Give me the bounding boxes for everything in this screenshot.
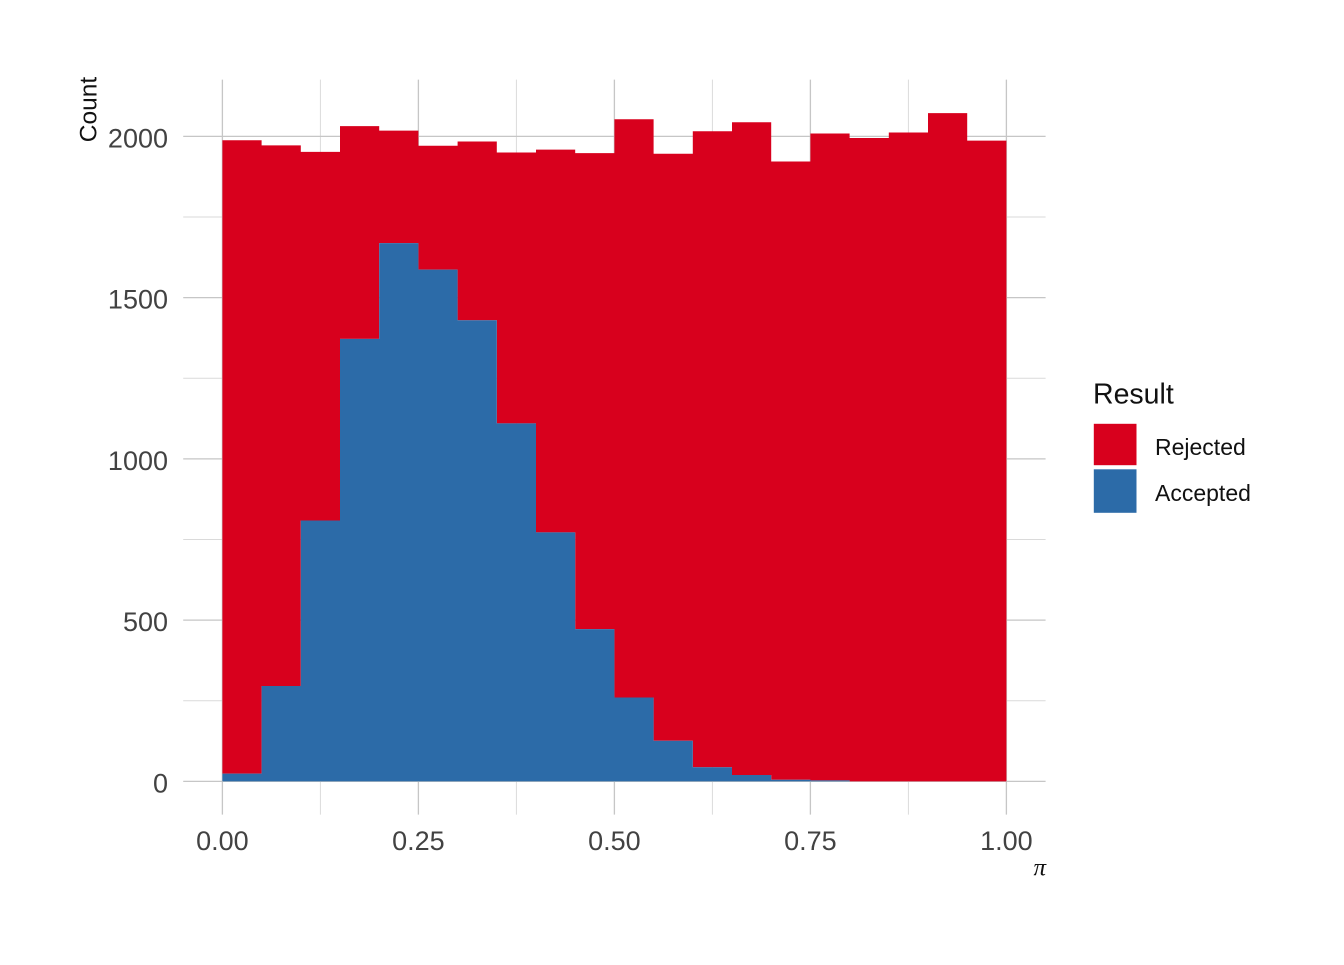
- svg-text:π: π: [1033, 855, 1047, 882]
- svg-text:1500: 1500: [108, 285, 168, 315]
- svg-text:2000: 2000: [108, 123, 168, 153]
- svg-text:1000: 1000: [108, 446, 168, 476]
- svg-text:0.00: 0.00: [196, 826, 249, 856]
- svg-text:0.50: 0.50: [588, 826, 641, 856]
- svg-text:Result: Result: [1093, 379, 1174, 411]
- svg-text:0.75: 0.75: [784, 826, 837, 856]
- svg-text:0.25: 0.25: [392, 826, 445, 856]
- svg-text:Rejected: Rejected: [1155, 434, 1246, 460]
- svg-text:Accepted: Accepted: [1155, 480, 1251, 506]
- svg-text:500: 500: [123, 607, 168, 637]
- svg-text:0: 0: [153, 768, 168, 798]
- svg-text:1.00: 1.00: [980, 826, 1033, 856]
- svg-text:Count: Count: [76, 77, 103, 143]
